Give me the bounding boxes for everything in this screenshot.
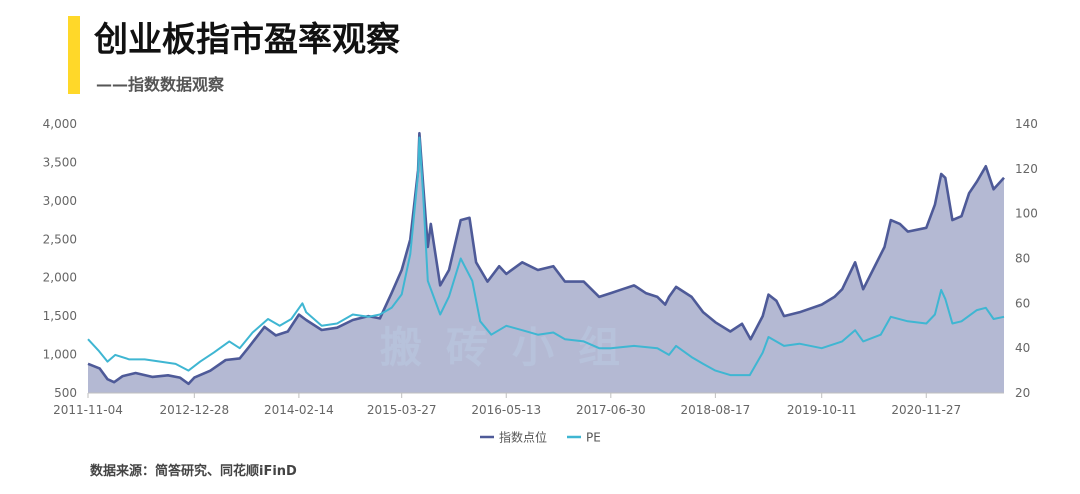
y-right-tick-label: 60 (1015, 296, 1030, 310)
data-source-note: 数据来源：简答研究、同花顺iFinD (90, 464, 297, 479)
y-right-tick-label: 120 (1015, 162, 1038, 176)
x-tick-label: 2016-05-13 (471, 403, 541, 417)
x-tick-label: 2015-03-27 (367, 403, 437, 417)
x-tick-label: 2014-02-14 (264, 403, 334, 417)
y-left-tick-label: 1,000 (43, 348, 77, 362)
y-right-tick-label: 20 (1015, 386, 1030, 400)
x-tick-label: 2018-08-17 (681, 403, 751, 417)
y-left-tick-label: 3,000 (43, 194, 77, 208)
title-accent-bar (68, 16, 80, 94)
x-tick-label: 2017-06-30 (576, 403, 646, 417)
page-title: 创业板指市盈率观察 (94, 20, 400, 60)
y-right-tick-label: 100 (1015, 207, 1038, 221)
page-subtitle: ——指数数据观察 (96, 75, 225, 94)
y-right-tick-label: 140 (1015, 117, 1038, 131)
y-left-tick-label: 500 (54, 386, 77, 400)
x-tick-label: 2020-11-27 (891, 403, 961, 417)
legend-label-2: PE (586, 431, 601, 445)
y-left-tick-label: 2,000 (43, 271, 77, 285)
y-left-tick-label: 2,500 (43, 232, 77, 246)
x-tick-label: 2012-12-28 (159, 403, 229, 417)
line-layer (87, 131, 1005, 386)
legend-label-1: 指数点位 (499, 430, 547, 445)
y-right-tick-label: 40 (1015, 341, 1030, 355)
axes-layer: 4,000 3,500 3,000 2,500 2,000 1,500 1,000 500 14… (43, 117, 1038, 417)
y-left-tick-label: 4,000 (43, 117, 77, 131)
x-tick-label: 2019-10-11 (787, 403, 857, 417)
watermark-text: 搬砖小组 (380, 323, 644, 372)
y-right-tick-label: 80 (1015, 252, 1030, 266)
y-left-tick-label: 3,500 (43, 155, 77, 169)
series-2-line (87, 136, 1005, 377)
x-tick-label: 2011-11-04 (53, 403, 123, 417)
series-1-line (87, 131, 1005, 386)
chart-legend: 指数点位 PE (480, 430, 601, 445)
y-left-tick-label: 1,500 (43, 309, 77, 323)
